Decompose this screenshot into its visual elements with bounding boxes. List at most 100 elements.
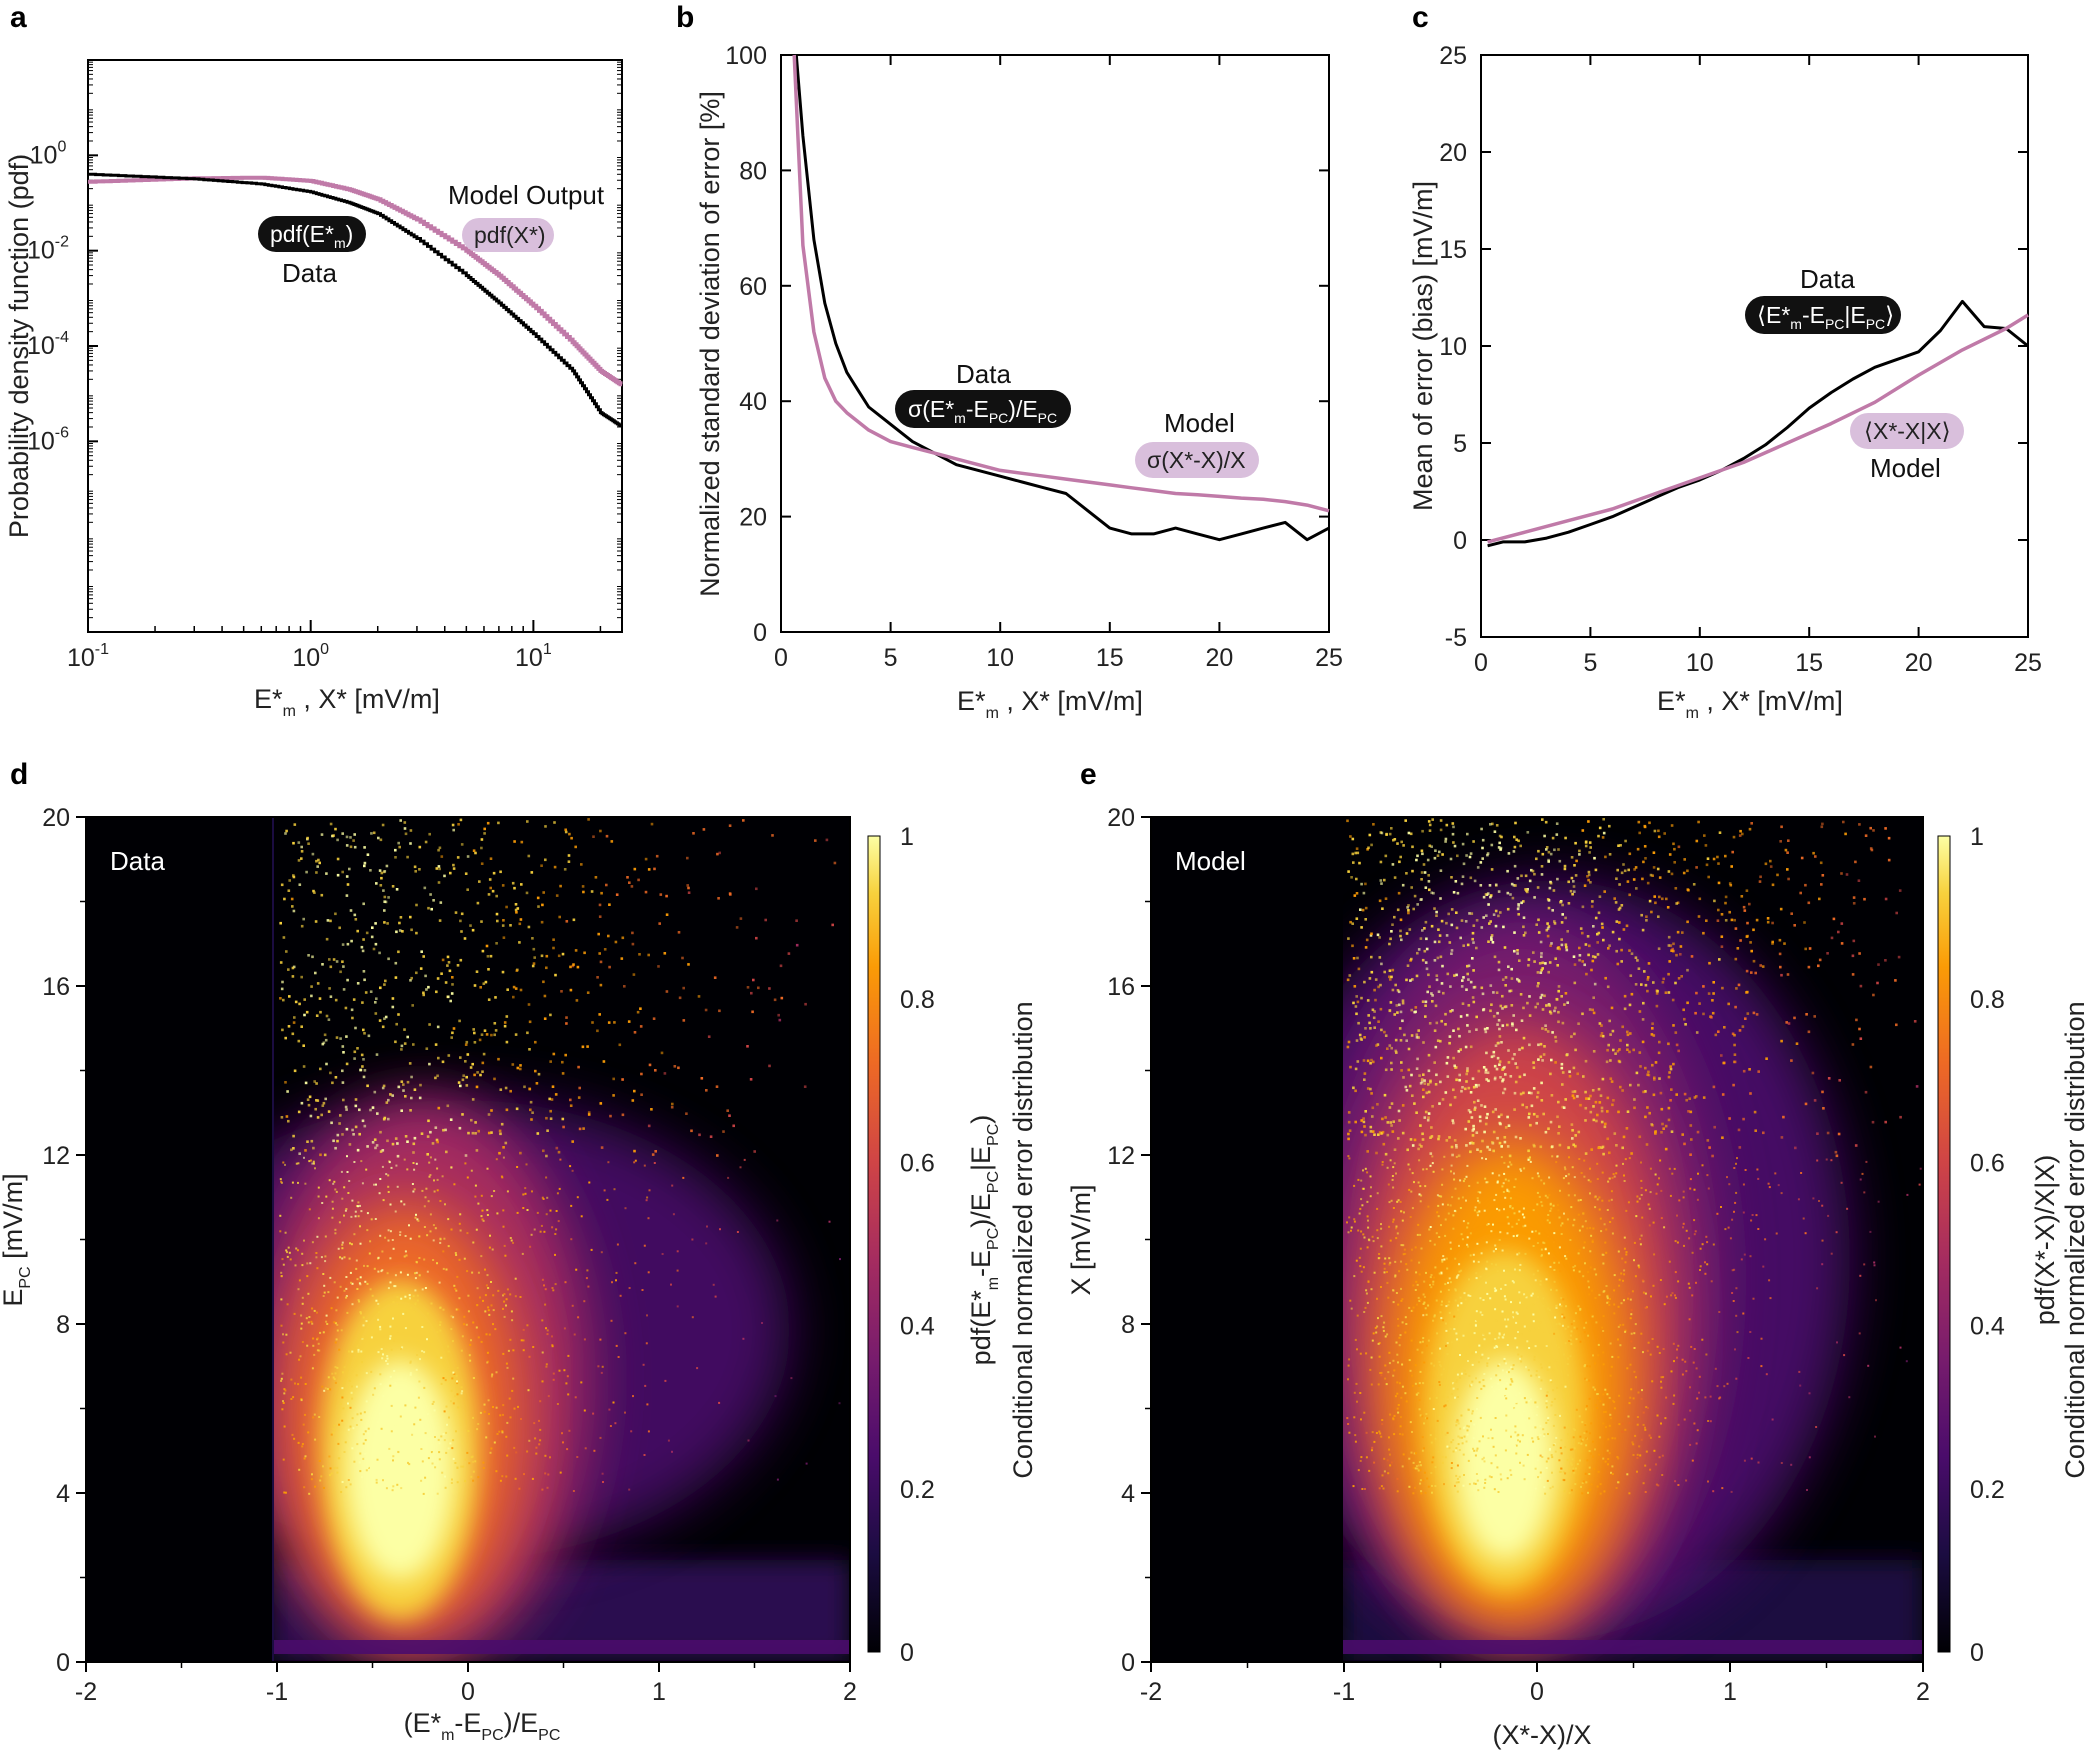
- xtick-label-a: 100: [292, 641, 329, 672]
- plot-frame-b: [780, 54, 1330, 633]
- plot-frame-c: [1480, 54, 2029, 638]
- ytick-label-c: 0: [1453, 527, 1467, 555]
- colorbar-ticks-d: 0 0.2 0.4 0.6 0.8 1: [900, 823, 935, 1667]
- ytick-label-b: 40: [739, 388, 767, 416]
- xtick-label-b: 0: [774, 644, 788, 672]
- xtick-label-e: 1: [1723, 1678, 1737, 1706]
- ytick-label-c: 25: [1439, 42, 1467, 70]
- pill-data-a: [258, 216, 366, 252]
- ylabel-e: X [mV/m]: [1066, 1184, 1096, 1295]
- ytick-label-b: 0: [753, 619, 767, 647]
- colorbar-label-e-2: Conditional normalized error distributio…: [2060, 1001, 2088, 1478]
- xtick-label-d: 2: [843, 1678, 857, 1706]
- annotation-data-c: Data: [1800, 264, 1855, 294]
- xtick-label-e: 2: [1916, 1678, 1930, 1706]
- colorbar-tick-label-d: 0.8: [900, 986, 935, 1014]
- pill-model-b: [1135, 442, 1259, 478]
- pill-model-text-b: σ(X*-X)/X: [1147, 447, 1246, 473]
- colorbar-tick-label-d: 0.2: [900, 1476, 935, 1504]
- ytick-label-e: 0: [1121, 1649, 1135, 1677]
- annotation-model-b: Model: [1164, 408, 1235, 438]
- xtick-label-b: 20: [1205, 644, 1233, 672]
- panel-letter-e: e: [1080, 758, 1097, 791]
- colorbar-tick-label-e: 0.6: [1970, 1149, 2005, 1177]
- colorbar-tick-label-d: 1: [900, 823, 914, 851]
- series-line-a-model-output: [88, 175, 623, 387]
- ytick-label-e: 20: [1107, 804, 1135, 832]
- ylabel-b: Normalized standard deviation of error […: [695, 91, 725, 597]
- ticks-b: 0 5 10 15 20 25 0 20 40 60 80 100: [725, 42, 1343, 672]
- ytick-label-c: 10: [1439, 333, 1467, 361]
- annotation-data-b: Data: [956, 359, 1011, 389]
- series-line-b-data: [794, 54, 1330, 542]
- ytick-label-c: 15: [1439, 236, 1467, 264]
- xtick-label-e: 0: [1530, 1678, 1544, 1706]
- colorbar-d: [867, 835, 881, 1653]
- series-line-c-data: [1487, 299, 2029, 548]
- series-line-a-data: [88, 172, 622, 428]
- colorbar-tick-label-d: 0: [900, 1639, 914, 1667]
- colorbar-label-e-1: pdf(X*-X)/X|X): [2030, 1155, 2060, 1326]
- ylabel-a: Probability density function (pdf): [4, 154, 34, 538]
- panel-letter-a: a: [10, 1, 27, 34]
- series-line-b-model: [792, 54, 1330, 513]
- series-c: [1487, 299, 2029, 548]
- xtick-label-a: 101: [515, 641, 552, 672]
- panel-letter-d: d: [10, 758, 28, 791]
- ylabel-d: EPC [mV/m]: [0, 1173, 34, 1306]
- xtick-label-b: 10: [986, 644, 1014, 672]
- colorbar-tick-label-e: 0.2: [1970, 1476, 2005, 1504]
- xlabel-d: (E*m-EPC)/EPC: [404, 1708, 561, 1744]
- series-a: [88, 172, 623, 428]
- xlabel-c: E*m , X* [mV/m]: [1657, 686, 1843, 722]
- ytick-label-d: 20: [42, 804, 70, 832]
- pill-data-text-b: σ(E*m-EPC)/EPC: [908, 396, 1057, 426]
- xlabel-a: E*m , X* [mV/m]: [254, 684, 440, 720]
- ytick-label-d: 4: [56, 1480, 70, 1508]
- plot-frame-a: [87, 59, 623, 633]
- xtick-label-d: -2: [75, 1678, 97, 1706]
- ytick-label-d: 12: [42, 1142, 70, 1170]
- annotation-model-output-a: Model Output: [448, 180, 605, 210]
- ytick-label-a: 100: [30, 138, 67, 169]
- xtick-label-b: 25: [1315, 644, 1343, 672]
- colorbar-tick-label-e: 0.8: [1970, 986, 2005, 1014]
- xtick-label-c: 25: [2014, 649, 2042, 677]
- xtick-label-a: 10-1: [67, 641, 109, 672]
- annotation-data-a: Data: [282, 258, 337, 288]
- ytick-label-d: 0: [56, 1649, 70, 1677]
- ytick-label-d: 8: [56, 1311, 70, 1339]
- ytick-label-b: 80: [739, 157, 767, 185]
- ytick-label-b: 60: [739, 273, 767, 301]
- colorbar-tick-label-e: 0: [1970, 1639, 1984, 1667]
- xtick-label-c: 15: [1795, 649, 1823, 677]
- xtick-label-c: 5: [1583, 649, 1597, 677]
- ylabel-c: Mean of error (bias) [mV/m]: [1408, 181, 1438, 511]
- xtick-label-e: -1: [1333, 1678, 1355, 1706]
- inset-label-d: Data: [110, 846, 165, 876]
- colorbar-tick-label-d: 0.4: [900, 1313, 935, 1341]
- ytick-label-e: 4: [1121, 1480, 1135, 1508]
- ytick-label-e: 8: [1121, 1311, 1135, 1339]
- series-line-c-model: [1487, 313, 2029, 544]
- colorbar-ticks-e: 0 0.2 0.4 0.6 0.8 1: [1970, 823, 2005, 1667]
- ytick-label-c: 20: [1439, 139, 1467, 167]
- pill-data-c: [1745, 296, 1901, 334]
- xtick-label-d: -1: [266, 1678, 288, 1706]
- series-b: [792, 54, 1330, 542]
- ytick-label-e: 16: [1107, 973, 1135, 1001]
- xtick-label-d: 1: [652, 1678, 666, 1706]
- colorbar-tick-label-d: 0.6: [900, 1149, 935, 1177]
- xlabel-b: E*m , X* [mV/m]: [957, 686, 1143, 722]
- inset-label-e: Model: [1175, 846, 1246, 876]
- xtick-label-c: 20: [1905, 649, 1933, 677]
- colorbar-tick-label-e: 0.4: [1970, 1313, 2005, 1341]
- xtick-label-b: 5: [884, 644, 898, 672]
- xtick-label-e: -2: [1140, 1678, 1162, 1706]
